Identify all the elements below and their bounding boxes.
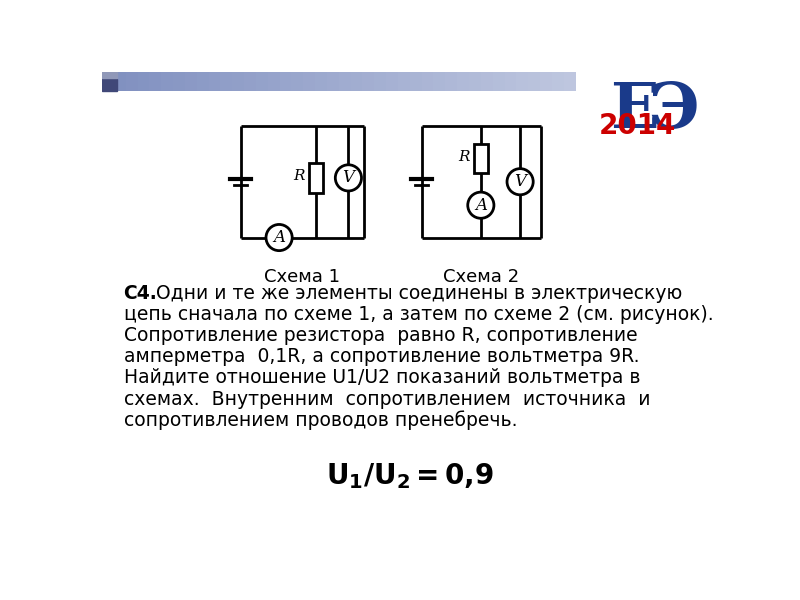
- Bar: [173, 66, 186, 91]
- Bar: [268, 66, 280, 91]
- Text: $\mathbf{U_1/U_2 = 0{,}9}$: $\mathbf{U_1/U_2 = 0{,}9}$: [326, 461, 494, 491]
- Bar: [291, 66, 304, 91]
- Bar: [327, 66, 339, 91]
- Bar: [481, 66, 494, 91]
- Bar: [505, 66, 517, 91]
- Bar: [540, 66, 553, 91]
- Text: A: A: [475, 197, 487, 214]
- Bar: [126, 66, 138, 91]
- Bar: [232, 66, 245, 91]
- Bar: [102, 66, 114, 91]
- Bar: [102, 79, 118, 91]
- Bar: [315, 66, 328, 91]
- Text: схемах.  Внутренним  сопротивлением  источника  и: схемах. Внутренним сопротивлением источн…: [123, 389, 650, 409]
- Bar: [374, 66, 387, 91]
- Bar: [564, 66, 576, 91]
- Bar: [209, 66, 221, 91]
- Bar: [446, 66, 458, 91]
- Bar: [309, 163, 323, 193]
- Bar: [552, 66, 565, 91]
- Text: Е: Е: [610, 80, 659, 141]
- Bar: [386, 66, 398, 91]
- Bar: [256, 66, 269, 91]
- Bar: [279, 66, 292, 91]
- Text: R: R: [458, 149, 470, 164]
- Bar: [350, 66, 363, 91]
- Bar: [161, 66, 174, 91]
- Text: V: V: [342, 169, 354, 187]
- Text: Схема 2: Схема 2: [443, 268, 519, 286]
- Text: Найдите отношение U1/U2 показаний вольтметра в: Найдите отношение U1/U2 показаний вольтм…: [123, 368, 640, 388]
- Bar: [338, 66, 351, 91]
- Bar: [457, 66, 470, 91]
- Bar: [114, 66, 126, 91]
- Text: Э: Э: [649, 80, 699, 141]
- Circle shape: [335, 165, 362, 191]
- Text: цепь сначала по схеме 1, а затем по схеме 2 (см. рисунок).: цепь сначала по схеме 1, а затем по схем…: [123, 305, 713, 324]
- Bar: [138, 66, 150, 91]
- Text: С4.: С4.: [123, 284, 158, 303]
- Bar: [528, 66, 541, 91]
- Text: Схема 1: Схема 1: [264, 268, 340, 286]
- Bar: [220, 66, 233, 91]
- Bar: [398, 66, 410, 91]
- Text: A: A: [273, 229, 285, 246]
- Text: 2014: 2014: [598, 112, 676, 140]
- Bar: [362, 66, 375, 91]
- Text: Сопротивление резистора  равно R, сопротивление: Сопротивление резистора равно R, сопроти…: [123, 326, 637, 345]
- Circle shape: [507, 169, 534, 195]
- Bar: [493, 66, 506, 91]
- Bar: [474, 143, 488, 173]
- Circle shape: [468, 192, 494, 218]
- Text: Одни и те же элементы соединены в электрическую: Одни и те же элементы соединены в электр…: [150, 284, 682, 303]
- Bar: [469, 66, 482, 91]
- Bar: [244, 66, 257, 91]
- Text: амперметра  0,1R, а сопротивление вольтметра 9R.: амперметра 0,1R, а сопротивление вольтме…: [123, 347, 639, 366]
- Text: сопротивлением проводов пренебречь.: сопротивлением проводов пренебречь.: [123, 411, 517, 430]
- Bar: [102, 66, 118, 78]
- Bar: [434, 66, 446, 91]
- Text: R: R: [293, 169, 305, 184]
- Bar: [422, 66, 434, 91]
- Bar: [150, 66, 162, 91]
- Bar: [197, 66, 210, 91]
- Bar: [410, 66, 422, 91]
- Bar: [185, 66, 198, 91]
- Circle shape: [266, 224, 292, 251]
- Bar: [303, 66, 316, 91]
- Bar: [516, 66, 529, 91]
- Text: V: V: [514, 173, 526, 190]
